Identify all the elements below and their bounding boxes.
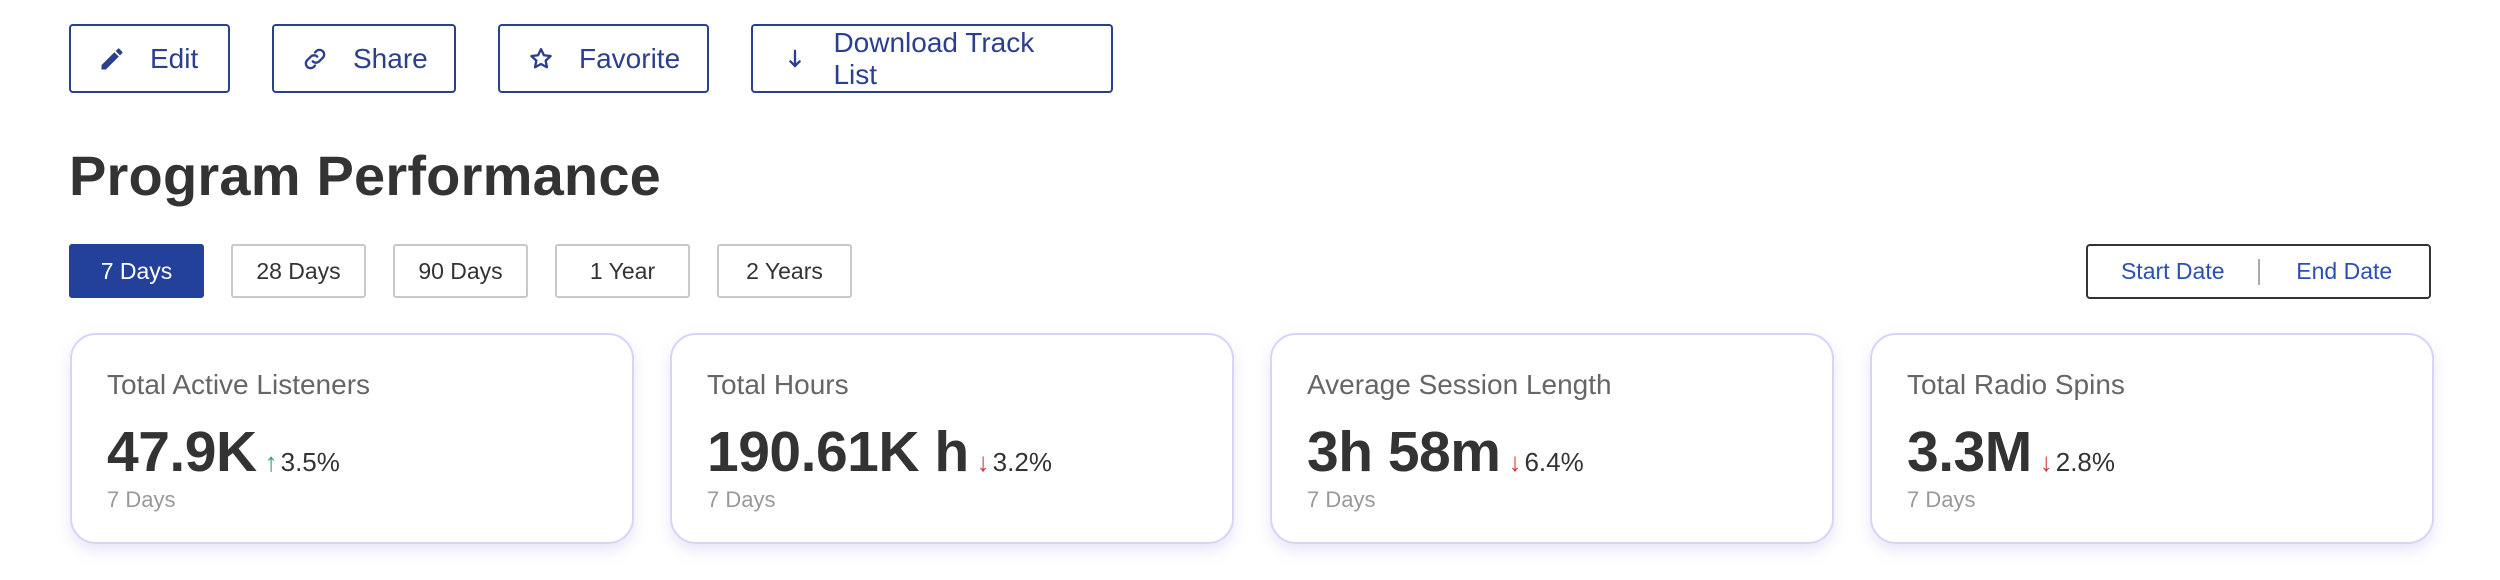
range-7-days[interactable]: 7 Days (69, 244, 204, 298)
change-percent: 6.4% (1524, 447, 1584, 477)
edit-label: Edit (150, 42, 199, 74)
arrow-down-icon: ↓ (1508, 447, 1522, 477)
card-change: ↓ 3.2% (977, 447, 1052, 478)
card-value: 3h 58m (1307, 420, 1501, 484)
range-2-years[interactable]: 2 Years (717, 244, 852, 298)
card-change: ↓ 6.4% (1508, 447, 1583, 478)
end-date-field[interactable]: End Date (2296, 258, 2393, 284)
download-track-list-button[interactable]: Download Track List (751, 24, 1113, 93)
star-icon (527, 44, 555, 74)
edit-button[interactable]: Edit (69, 24, 230, 93)
pencil-icon (98, 44, 126, 74)
card-value: 3.3M (1907, 420, 2032, 484)
arrow-up-icon: ↑ (264, 447, 278, 477)
card-period: 7 Days (1307, 487, 1376, 512)
date-separator (2257, 258, 2260, 285)
metric-card-active-listeners: Total Active Listeners 47.9K ↑ 3.5% 7 Da… (70, 333, 634, 544)
card-value: 190.61K h (707, 420, 969, 484)
start-date-field[interactable]: Start Date (2120, 258, 2225, 284)
card-label: Average Session Length (1307, 369, 1612, 400)
range-selector: 7 Days 28 Days 90 Days 1 Year 2 Years (69, 244, 852, 298)
range-1-year[interactable]: 1 Year (555, 244, 690, 298)
arrow-down-icon: ↓ (2039, 447, 2053, 477)
page-title: Program Performance (69, 144, 662, 207)
change-percent: 2.8% (2055, 447, 2115, 477)
action-bar: Edit Share Favorite Download Track List (69, 24, 1113, 93)
share-button[interactable]: Share (272, 24, 456, 93)
share-label: Share (353, 42, 428, 74)
favorite-label: Favorite (579, 42, 681, 74)
metric-card-session-length: Average Session Length 3h 58m ↓ 6.4% 7 D… (1270, 333, 1834, 544)
favorite-button[interactable]: Favorite (498, 24, 709, 93)
change-percent: 3.5% (280, 447, 340, 477)
metric-card-radio-spins: Total Radio Spins 3.3M ↓ 2.8% 7 Days (1870, 333, 2434, 544)
download-label: Download Track List (833, 26, 1035, 90)
range-28-days[interactable]: 28 Days (231, 244, 366, 298)
card-change: ↓ 2.8% (2040, 447, 2115, 478)
metric-cards: Total Active Listeners 47.9K ↑ 3.5% 7 Da… (70, 333, 2434, 544)
card-value: 47.9K (107, 420, 257, 484)
range-90-days[interactable]: 90 Days (393, 244, 528, 298)
card-period: 7 Days (707, 487, 776, 512)
card-label: Total Active Listeners (107, 369, 371, 400)
card-change: ↑ 3.5% (265, 447, 340, 478)
date-range-picker: Start Date End Date (2086, 244, 2431, 299)
metric-card-total-hours: Total Hours 190.61K h ↓ 3.2% 7 Days (670, 333, 1234, 544)
card-label: Total Hours (707, 369, 849, 400)
card-period: 7 Days (107, 487, 176, 512)
arrow-down-icon (780, 44, 809, 74)
change-percent: 3.2% (992, 447, 1052, 477)
arrow-down-icon: ↓ (976, 447, 990, 477)
link-icon (301, 44, 329, 74)
card-period: 7 Days (1907, 487, 1976, 512)
card-label: Total Radio Spins (1907, 369, 2125, 400)
